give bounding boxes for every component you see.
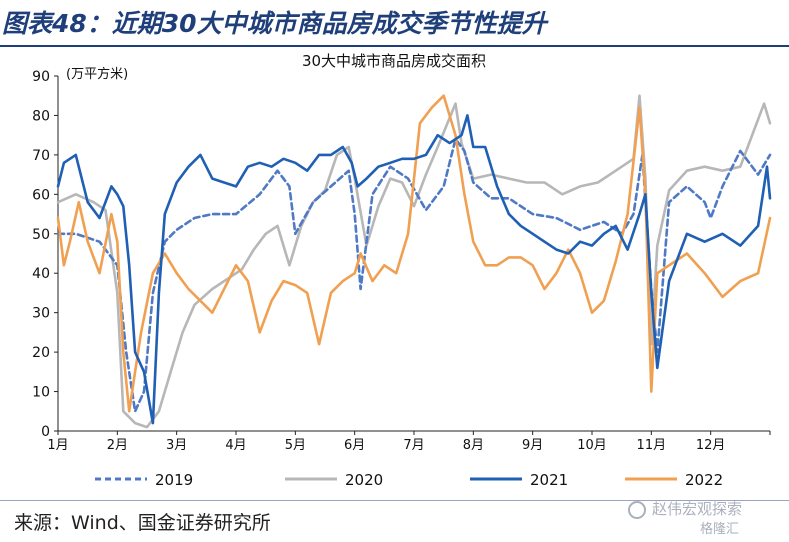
legend-label-2020: 2020: [345, 471, 383, 489]
wechat-icon: [628, 500, 646, 519]
x-tick-label: 8月: [463, 438, 484, 453]
x-tick-label: 1月: [47, 438, 68, 453]
watermark-text: 赵伟宏观探索: [652, 500, 743, 518]
y-axis-label: (万平方米): [66, 66, 128, 82]
x-tick-label: 2月: [107, 438, 128, 453]
footer-divider: [0, 500, 789, 501]
source-note: 来源：Wind、国金证券研究所: [14, 512, 271, 534]
figure-title: 图表48：近期30大中城市商品房成交季节性提升: [2, 9, 547, 38]
x-tick-label: 7月: [403, 438, 424, 453]
y-tick-label: 10: [32, 385, 50, 401]
report-header: 图表48：近期30大中城市商品房成交季节性提升: [0, 0, 789, 47]
x-tick-label: 11月: [637, 438, 667, 453]
y-tick-label: 0: [41, 424, 50, 440]
y-tick-label: 50: [32, 227, 50, 243]
watermark-sub: 格隆汇: [700, 522, 740, 537]
x-tick-label: 3月: [166, 438, 187, 453]
series-line-2021: [56, 114, 772, 425]
legend-label-2019: 2019: [155, 471, 193, 489]
legend-label-2022: 2022: [685, 471, 723, 489]
y-tick-label: 90: [32, 69, 50, 85]
y-tick-label: 70: [32, 148, 50, 164]
y-tick-label: 80: [32, 108, 50, 124]
series-line-2022: [56, 94, 772, 413]
y-tick-label: 60: [32, 187, 50, 203]
y-tick-label: 20: [32, 345, 50, 361]
x-tick-label: 4月: [225, 438, 246, 453]
y-tick-label: 40: [32, 266, 50, 282]
watermark: 赵伟宏观探索: [628, 498, 742, 519]
chart-title: 30大中城市商品房成交面积: [302, 52, 486, 70]
x-tick-label: 5月: [285, 438, 306, 453]
x-tick-label: 6月: [344, 438, 365, 453]
y-tick-label: 30: [32, 306, 50, 322]
line-chart: 30大中城市商品房成交面积 (万平方米) 0 10 20 30 40 50 60 70 80 90 1月…: [32, 52, 772, 489]
legend-label-2021: 2021: [530, 471, 568, 489]
x-tick-label: 9月: [522, 438, 543, 453]
x-tick-label: 12月: [696, 438, 726, 453]
header-divider: [0, 45, 789, 47]
x-tick-label: 10月: [577, 438, 607, 453]
